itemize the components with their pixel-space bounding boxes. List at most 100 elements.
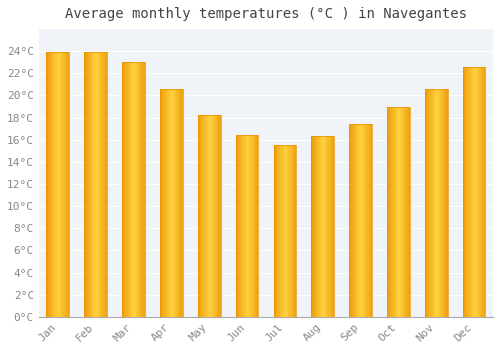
- Bar: [432, 89, 433, 317]
- Bar: [286, 145, 287, 317]
- Bar: [84, 52, 107, 317]
- Bar: [444, 89, 446, 317]
- Bar: [98, 52, 99, 317]
- Bar: [427, 89, 428, 317]
- Bar: [248, 135, 250, 317]
- Bar: [131, 62, 132, 317]
- Bar: [169, 89, 170, 317]
- Bar: [132, 62, 134, 317]
- Bar: [282, 145, 284, 317]
- Bar: [332, 136, 333, 317]
- Bar: [237, 135, 238, 317]
- Bar: [176, 89, 177, 317]
- Bar: [349, 124, 372, 317]
- Bar: [216, 116, 217, 317]
- Bar: [371, 124, 372, 317]
- Bar: [255, 135, 256, 317]
- Bar: [61, 52, 62, 317]
- Bar: [172, 89, 174, 317]
- Bar: [139, 62, 140, 317]
- Bar: [284, 145, 285, 317]
- Bar: [478, 67, 480, 317]
- Bar: [355, 124, 356, 317]
- Bar: [215, 116, 216, 317]
- Bar: [287, 145, 288, 317]
- Bar: [426, 89, 427, 317]
- Bar: [160, 89, 182, 317]
- Bar: [238, 135, 239, 317]
- Bar: [67, 52, 68, 317]
- Bar: [214, 116, 215, 317]
- Bar: [277, 145, 278, 317]
- Bar: [198, 116, 220, 317]
- Bar: [387, 106, 410, 317]
- Bar: [246, 135, 247, 317]
- Bar: [162, 89, 164, 317]
- Bar: [472, 67, 473, 317]
- Bar: [364, 124, 365, 317]
- Bar: [387, 106, 388, 317]
- Bar: [463, 67, 485, 317]
- Bar: [164, 89, 166, 317]
- Bar: [405, 106, 406, 317]
- Bar: [46, 52, 69, 317]
- Bar: [48, 52, 50, 317]
- Bar: [136, 62, 137, 317]
- Bar: [468, 67, 469, 317]
- Bar: [178, 89, 179, 317]
- Bar: [474, 67, 476, 317]
- Bar: [480, 67, 481, 317]
- Bar: [134, 62, 136, 317]
- Bar: [177, 89, 178, 317]
- Bar: [236, 135, 237, 317]
- Bar: [398, 106, 400, 317]
- Bar: [292, 145, 293, 317]
- Bar: [368, 124, 370, 317]
- Bar: [349, 124, 350, 317]
- Bar: [167, 89, 168, 317]
- Bar: [388, 106, 390, 317]
- Bar: [274, 145, 296, 317]
- Bar: [279, 145, 280, 317]
- Bar: [257, 135, 258, 317]
- Bar: [240, 135, 242, 317]
- Bar: [239, 135, 240, 317]
- Bar: [425, 89, 448, 317]
- Bar: [358, 124, 360, 317]
- Bar: [352, 124, 354, 317]
- Bar: [425, 89, 426, 317]
- Bar: [395, 106, 396, 317]
- Bar: [212, 116, 214, 317]
- Bar: [315, 136, 316, 317]
- Bar: [102, 52, 104, 317]
- Bar: [242, 135, 244, 317]
- Bar: [294, 145, 295, 317]
- Bar: [366, 124, 368, 317]
- Bar: [92, 52, 94, 317]
- Bar: [128, 62, 129, 317]
- Bar: [91, 52, 92, 317]
- Bar: [206, 116, 207, 317]
- Bar: [256, 135, 257, 317]
- Bar: [144, 62, 145, 317]
- Bar: [250, 135, 252, 317]
- Bar: [483, 67, 484, 317]
- Bar: [324, 136, 325, 317]
- Bar: [312, 136, 314, 317]
- Bar: [137, 62, 138, 317]
- Bar: [408, 106, 410, 317]
- Bar: [285, 145, 286, 317]
- Bar: [180, 89, 182, 317]
- Bar: [360, 124, 362, 317]
- Bar: [54, 52, 56, 317]
- Bar: [179, 89, 180, 317]
- Bar: [200, 116, 201, 317]
- Bar: [356, 124, 357, 317]
- Bar: [199, 116, 200, 317]
- Bar: [476, 67, 478, 317]
- Bar: [442, 89, 443, 317]
- Bar: [160, 89, 161, 317]
- Bar: [56, 52, 58, 317]
- Bar: [170, 89, 172, 317]
- Bar: [58, 52, 59, 317]
